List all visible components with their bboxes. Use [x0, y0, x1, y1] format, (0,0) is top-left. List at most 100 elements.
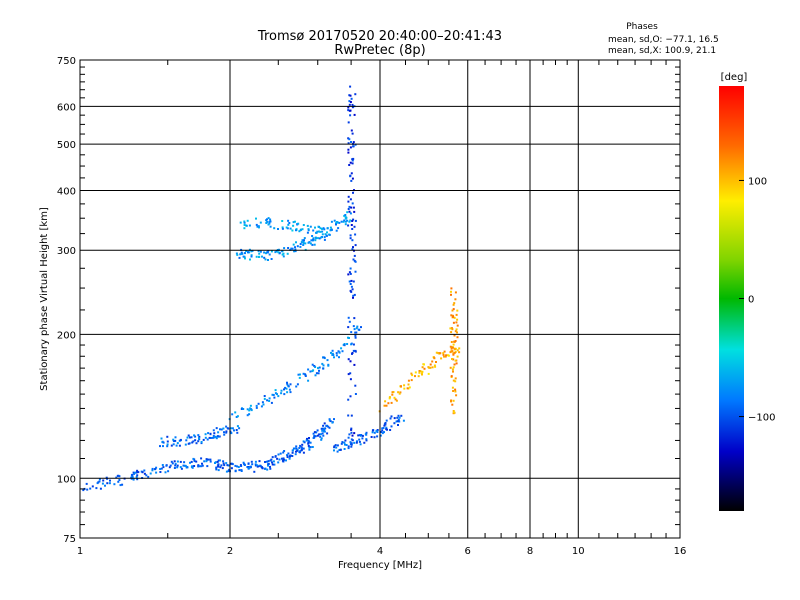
scatter-point	[255, 223, 258, 226]
scatter-point	[236, 425, 239, 428]
scatter-point	[216, 435, 219, 438]
scatter-point	[135, 471, 138, 474]
scatter-point	[286, 454, 289, 456]
scatter-point	[321, 429, 324, 432]
scatter-point	[336, 450, 339, 453]
scatter-point	[183, 461, 186, 464]
scatter-point	[267, 462, 270, 465]
scatter-point	[245, 224, 248, 227]
scatter-point	[455, 313, 458, 316]
scatter-point	[291, 229, 294, 232]
scatter-point	[91, 485, 94, 488]
scatter-point	[189, 461, 191, 464]
scatter-point	[334, 444, 337, 447]
scatter-point	[277, 395, 280, 398]
scatter-point	[269, 465, 271, 468]
scatter-point	[348, 100, 351, 103]
scatter-point	[296, 449, 299, 452]
scatter-point	[346, 219, 349, 222]
scatter-point	[454, 340, 457, 342]
scatter-point	[189, 436, 191, 439]
scatter-point	[200, 442, 203, 445]
scatter-point	[358, 438, 361, 441]
scatter-point	[344, 439, 347, 442]
scatter-point	[398, 420, 401, 423]
scatter-point	[352, 349, 355, 352]
scatter-point	[268, 400, 271, 402]
scatter-point	[310, 239, 313, 242]
scatter-point	[317, 372, 320, 375]
scatter-point	[192, 440, 195, 443]
scatter-point	[300, 447, 303, 450]
scatter-point	[451, 328, 454, 331]
scatter-point	[274, 392, 277, 395]
scatter-point	[349, 94, 352, 97]
scatter-point	[286, 227, 289, 230]
scatter-point	[176, 460, 179, 463]
scatter-point	[270, 250, 273, 253]
scatter-point	[195, 442, 198, 445]
scatter-point	[394, 398, 397, 401]
scatter-point	[178, 444, 181, 447]
scatter-point	[258, 226, 260, 229]
scatter-point	[343, 448, 346, 450]
scatter-point	[395, 399, 398, 402]
scatter-point	[351, 352, 353, 355]
scatter-point	[348, 94, 351, 97]
scatter-point	[294, 220, 296, 223]
x-tick-label: 16	[674, 546, 687, 557]
scatter-point	[302, 242, 305, 245]
scatter-point	[414, 371, 417, 374]
scatter-point	[308, 448, 311, 451]
scatter-point	[333, 356, 335, 359]
scatter-point	[213, 432, 216, 435]
scatter-point	[347, 358, 350, 361]
scatter-point	[349, 212, 352, 215]
scatter-point	[312, 432, 315, 435]
scatter-point	[248, 409, 251, 412]
scatter-point	[162, 466, 165, 469]
title-group: Tromsø 20170520 20:40:00–20:41:43 RwPret…	[257, 29, 502, 58]
scatter-point	[217, 463, 220, 466]
scatter-point	[263, 251, 266, 254]
scatter-point	[313, 431, 316, 434]
scatter-point	[282, 255, 285, 258]
scatter-point	[295, 241, 297, 244]
scatter-point	[330, 220, 333, 223]
scatter-point	[191, 441, 194, 444]
scatter-point	[397, 391, 400, 394]
scatter-point	[354, 336, 357, 339]
scatter-point	[271, 461, 273, 464]
y-tick-label: 75	[63, 534, 76, 545]
scatter-point	[270, 458, 273, 461]
scatter-point	[217, 465, 220, 468]
scatter-point	[300, 241, 303, 244]
scatter-point	[340, 347, 343, 350]
scatter-point	[170, 460, 173, 463]
scatter-point	[451, 368, 454, 371]
scatter-point	[451, 386, 454, 389]
scatter-point	[266, 399, 269, 402]
scatter-point	[286, 383, 289, 386]
scatter-point	[452, 410, 455, 412]
scatter-point	[166, 445, 169, 448]
scatter-point	[348, 205, 351, 208]
scatter-point	[231, 463, 234, 466]
scatter-point	[216, 460, 219, 463]
scatter-point	[273, 396, 276, 399]
scatter-point	[309, 441, 312, 444]
scatter-point	[315, 231, 317, 234]
scatter-point	[172, 438, 175, 441]
scatter-point	[312, 437, 315, 439]
scatter-point	[349, 395, 352, 398]
scatter-point	[212, 436, 215, 439]
scatter-point	[259, 250, 262, 253]
scatter-point	[246, 414, 249, 417]
scatter-point	[98, 478, 101, 481]
scatter-point	[131, 476, 134, 479]
scatter-point	[349, 219, 352, 222]
scatter-point	[300, 449, 303, 452]
scatter-point	[109, 479, 111, 482]
scatter-point	[215, 427, 218, 430]
scatter-point	[295, 385, 298, 388]
